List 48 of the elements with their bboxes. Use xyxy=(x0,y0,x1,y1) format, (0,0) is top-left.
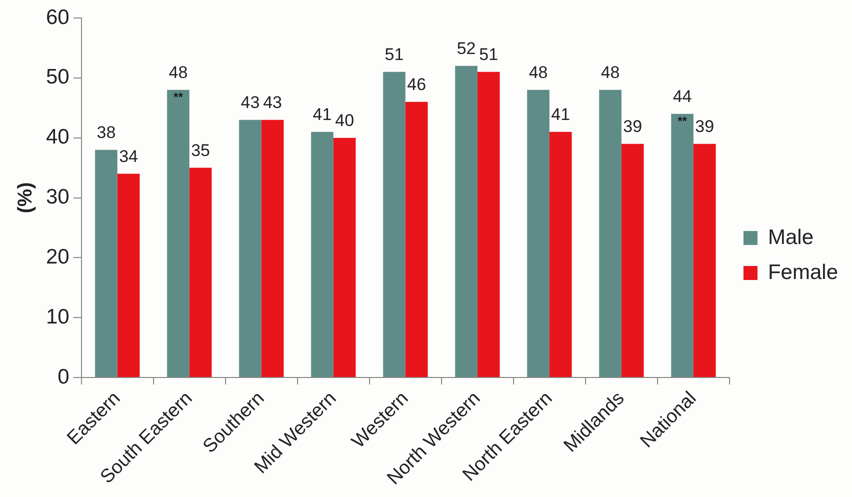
data-label: 48 xyxy=(528,63,548,82)
bar xyxy=(599,90,622,378)
bar xyxy=(239,120,262,378)
data-label: 51 xyxy=(384,45,404,64)
data-label: 43 xyxy=(240,93,260,112)
data-label: 39 xyxy=(695,117,714,136)
bar xyxy=(167,90,190,378)
bar xyxy=(477,72,500,378)
data-label: 48 xyxy=(600,63,620,82)
bar xyxy=(671,114,694,378)
bar xyxy=(117,174,140,378)
bar xyxy=(527,90,550,378)
legend-label: Female xyxy=(768,260,838,284)
y-tick-label: 50 xyxy=(46,66,70,89)
bar xyxy=(311,132,334,378)
annotation: ** xyxy=(174,90,184,104)
data-label: 40 xyxy=(335,111,354,130)
data-label: 48 xyxy=(168,63,188,82)
y-tick-label: 60 xyxy=(46,6,70,29)
legend-label: Male xyxy=(768,226,814,249)
bar xyxy=(333,138,356,378)
data-label: 38 xyxy=(96,123,116,142)
data-label: 46 xyxy=(407,75,426,94)
bar xyxy=(549,132,572,378)
y-tick-label: 0 xyxy=(58,365,70,388)
data-label: 43 xyxy=(263,93,282,112)
bar xyxy=(261,120,284,378)
y-tick-label: 40 xyxy=(46,126,70,149)
y-tick-label: 20 xyxy=(46,245,70,268)
data-label: 51 xyxy=(479,45,498,64)
annotation: ** xyxy=(678,114,688,128)
data-label: 39 xyxy=(623,117,642,136)
bar xyxy=(189,168,212,378)
y-tick-label: 10 xyxy=(46,305,70,328)
bar xyxy=(95,150,118,378)
bar xyxy=(621,144,644,378)
data-label: 52 xyxy=(456,39,476,58)
y-axis-title: (%) xyxy=(14,182,37,214)
data-label: 41 xyxy=(312,105,332,124)
data-label: 35 xyxy=(191,140,210,160)
y-tick-label: 30 xyxy=(46,186,70,209)
bar xyxy=(405,102,428,378)
bar xyxy=(693,144,716,378)
bar xyxy=(383,72,406,378)
bar xyxy=(455,66,478,378)
data-label: 44 xyxy=(672,87,692,106)
data-label: 41 xyxy=(551,105,570,124)
data-label: 34 xyxy=(119,146,138,166)
